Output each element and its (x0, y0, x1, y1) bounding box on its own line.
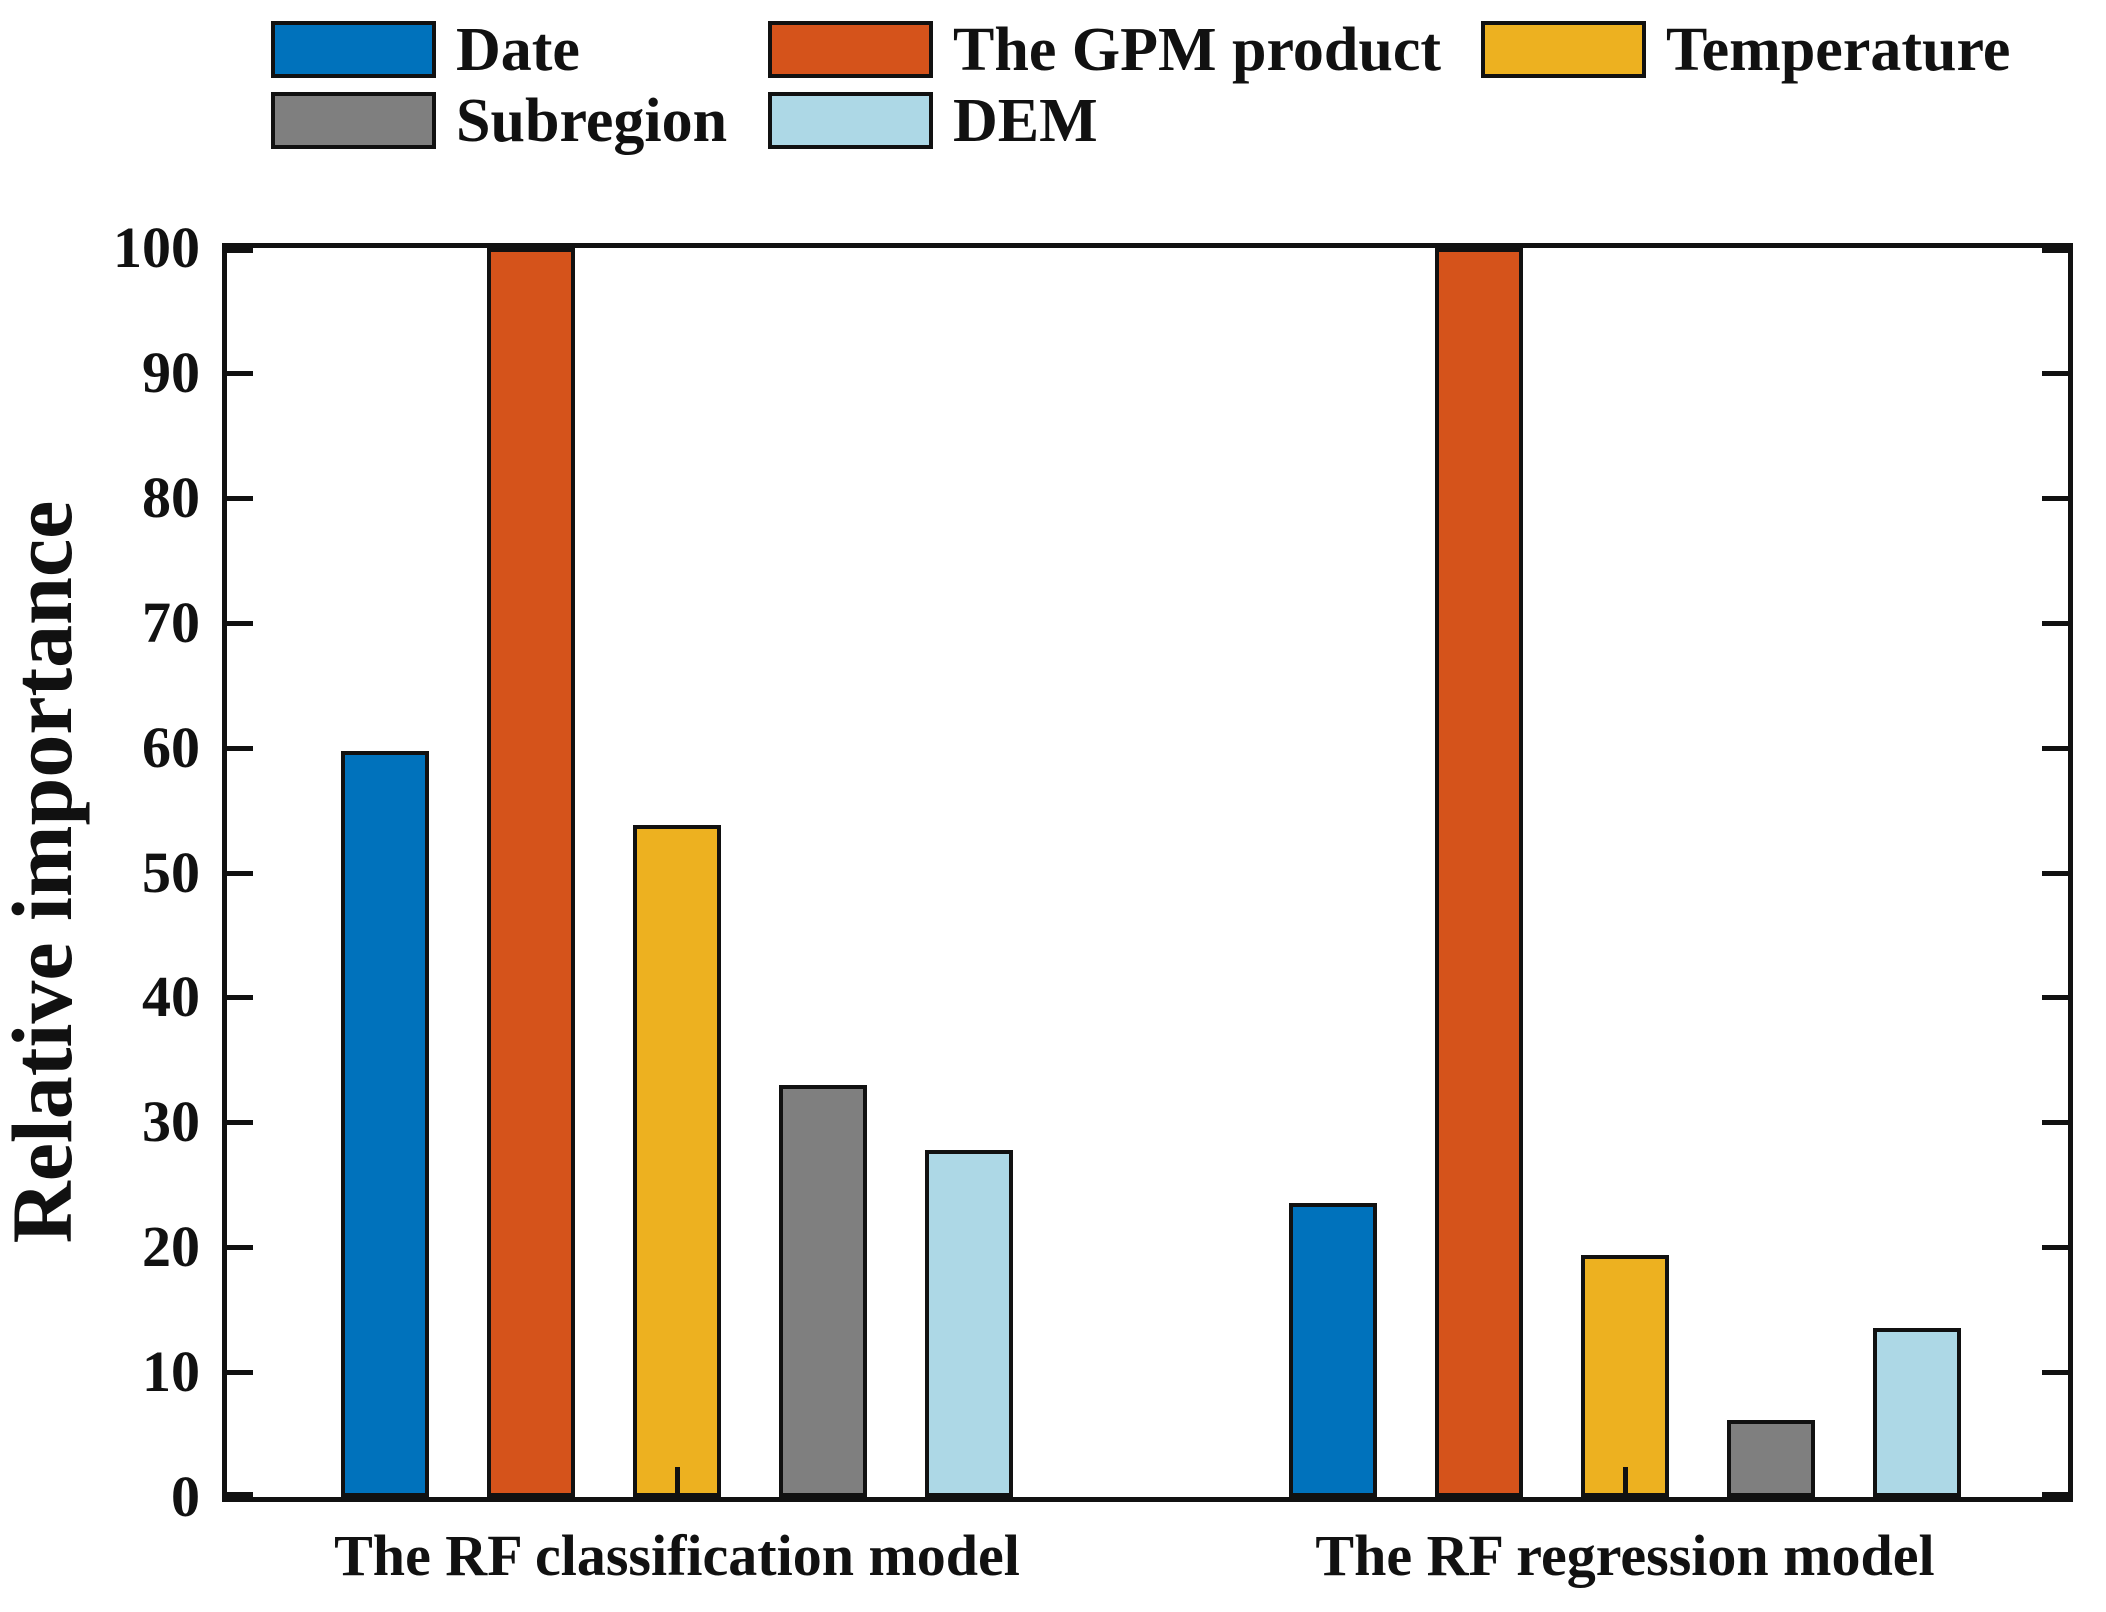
bar-the-gpm-product-the-rf-classification-model (487, 248, 575, 1497)
bar-date-the-rf-regression-model (1289, 1203, 1377, 1497)
legend-label-subregion: Subregion (456, 86, 728, 155)
legend-swatch-dem (768, 92, 933, 149)
y-tick-mark-90-left (227, 370, 253, 376)
legend-swatch-temperature (1481, 21, 1646, 78)
y-tick-label-30: 30 (142, 1089, 200, 1155)
y-tick-mark-0-right (2042, 1492, 2068, 1497)
legend-swatch-subregion (271, 92, 436, 149)
y-tick-mark-10-right (2042, 1370, 2068, 1376)
bar-subregion-the-rf-classification-model (779, 1085, 867, 1497)
y-tick-mark-20-right (2042, 1245, 2068, 1251)
y-tick-mark-0-left (227, 1492, 253, 1497)
legend-swatch-gpm-product (768, 21, 933, 78)
y-tick-mark-90-right (2042, 370, 2068, 376)
y-tick-mark-60-right (2042, 745, 2068, 751)
y-tick-mark-50-left (227, 870, 253, 876)
bar-date-the-rf-classification-model (341, 751, 429, 1497)
y-tick-label-60: 60 (142, 714, 200, 780)
legend-swatch-date (271, 21, 436, 78)
y-tick-mark-30-left (227, 1120, 253, 1126)
y-tick-label-50: 50 (142, 839, 200, 905)
x-category-label-regression: The RF regression model (1315, 1523, 1935, 1588)
y-tick-label-10: 10 (142, 1339, 200, 1405)
y-tick-mark-10-left (227, 1370, 253, 1376)
bar-dem-the-rf-classification-model (925, 1150, 1013, 1497)
y-tick-mark-80-left (227, 495, 253, 501)
legend-item-subregion: Subregion (271, 86, 728, 155)
legend-label-date: Date (456, 15, 580, 84)
bar-temperature-the-rf-regression-model (1581, 1255, 1669, 1497)
y-tick-mark-70-right (2042, 620, 2068, 626)
y-tick-mark-80-right (2042, 495, 2068, 501)
legend-item-dem: DEM (768, 86, 1098, 155)
y-tick-mark-100-left (227, 248, 253, 253)
legend-label-dem: DEM (953, 86, 1098, 155)
x-tick-mark-the-rf-classification-model (675, 1467, 680, 1497)
y-tick-label-40: 40 (142, 964, 200, 1030)
plot-area (222, 243, 2073, 1502)
bar-dem-the-rf-regression-model (1873, 1328, 1961, 1497)
y-tick-mark-30-right (2042, 1120, 2068, 1126)
y-tick-mark-50-right (2042, 870, 2068, 876)
legend-item-temperature: Temperature (1481, 15, 2011, 84)
bar-subregion-the-rf-regression-model (1727, 1420, 1815, 1497)
y-tick-label-70: 70 (142, 589, 200, 655)
y-tick-mark-40-right (2042, 995, 2068, 1001)
legend-item-gpm-product: The GPM product (768, 15, 1441, 84)
y-tick-mark-70-left (227, 620, 253, 626)
legend-label-gpm-product: The GPM product (953, 15, 1441, 84)
y-tick-label-80: 80 (142, 464, 200, 530)
y-tick-label-20: 20 (142, 1214, 200, 1280)
x-tick-mark-the-rf-regression-model (1623, 1467, 1628, 1497)
y-tick-mark-20-left (227, 1245, 253, 1251)
y-tick-mark-100-right (2042, 248, 2068, 253)
x-category-label-classification: The RF classification model (334, 1523, 1020, 1588)
y-tick-label-0: 0 (171, 1464, 200, 1529)
bar-temperature-the-rf-classification-model (633, 825, 721, 1497)
y-tick-mark-60-left (227, 745, 253, 751)
bar-the-gpm-product-the-rf-regression-model (1435, 248, 1523, 1497)
legend-label-temperature: Temperature (1666, 15, 2011, 84)
y-tick-label-90: 90 (142, 339, 200, 405)
y-tick-label-100: 100 (113, 215, 200, 280)
legend-item-date: Date (271, 15, 580, 84)
y-tick-mark-40-left (227, 995, 253, 1001)
